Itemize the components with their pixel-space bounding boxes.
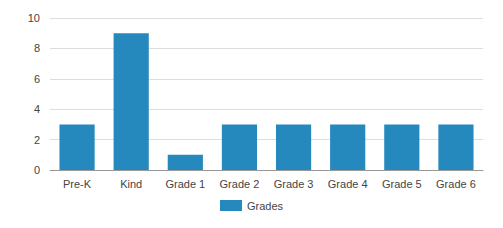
svg-text:0: 0 [34, 164, 40, 176]
svg-text:Kind: Kind [120, 178, 142, 190]
svg-text:10: 10 [28, 12, 40, 24]
svg-text:4: 4 [34, 103, 40, 115]
svg-text:Grade 2: Grade 2 [220, 178, 260, 190]
svg-text:8: 8 [34, 42, 40, 54]
svg-text:Grade 1: Grade 1 [165, 178, 205, 190]
svg-text:2: 2 [34, 134, 40, 146]
svg-text:Grade 6: Grade 6 [436, 178, 476, 190]
svg-text:Grade 3: Grade 3 [274, 178, 314, 190]
svg-text:Grades: Grades [247, 200, 284, 212]
svg-text:6: 6 [34, 73, 40, 85]
svg-text:Grade 4: Grade 4 [328, 178, 368, 190]
svg-text:Grade 5: Grade 5 [382, 178, 422, 190]
svg-text:Pre-K: Pre-K [63, 178, 92, 190]
